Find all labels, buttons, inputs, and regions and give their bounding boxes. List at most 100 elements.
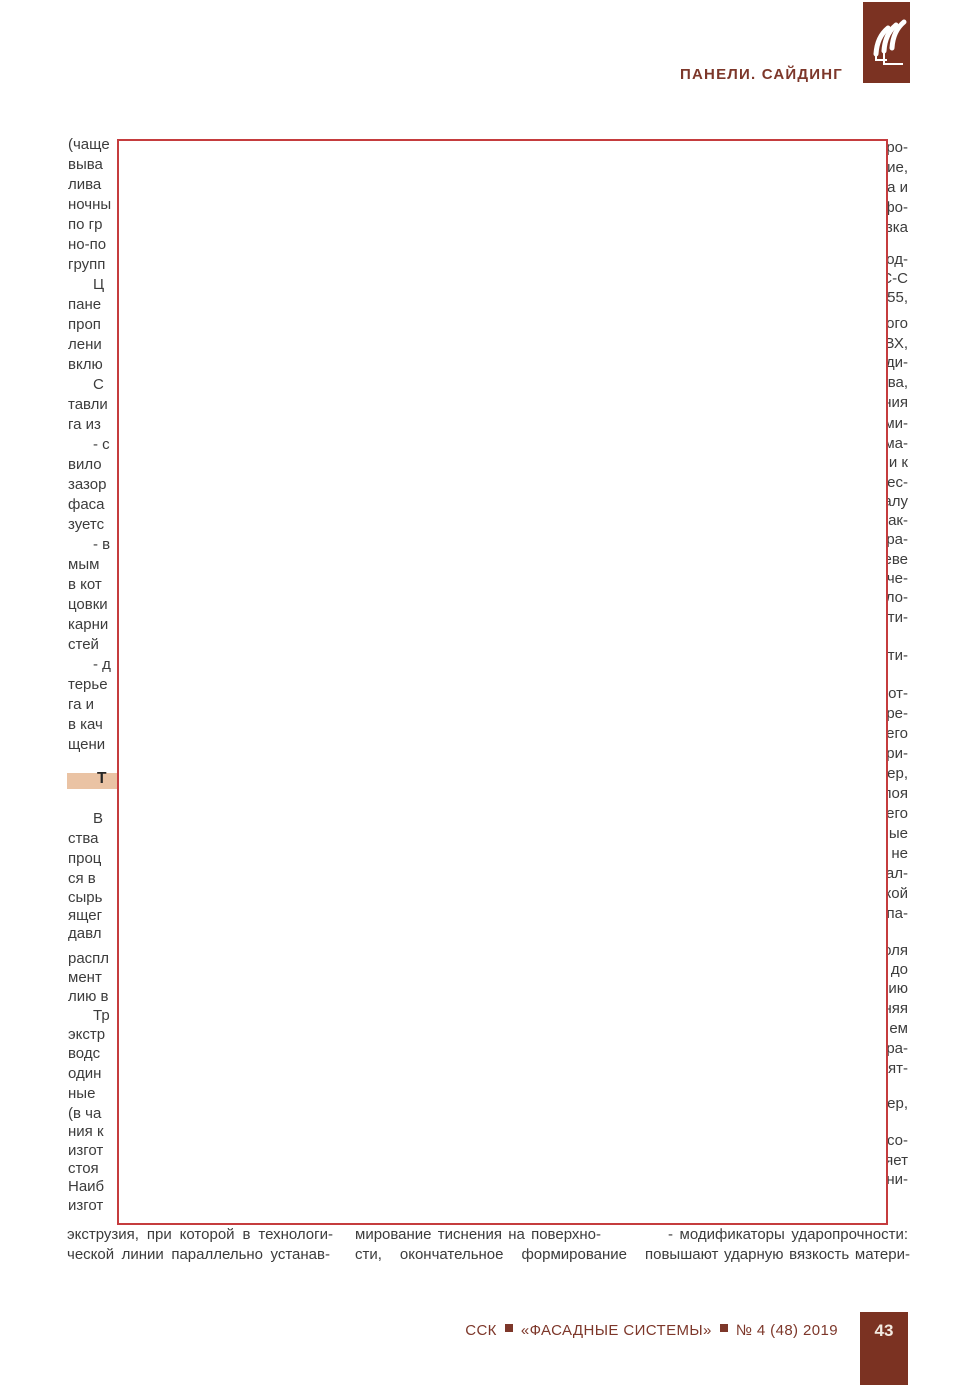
text-fragment: няя <box>883 1000 908 1017</box>
text-fragment: ва, <box>887 374 908 391</box>
text-fragment: мент <box>68 969 102 986</box>
text-fragment: до <box>890 961 908 978</box>
text-fragment: ер, <box>887 1095 908 1112</box>
text-fragment: ди- <box>885 354 908 371</box>
text-fragment: (чаще <box>68 136 110 153</box>
text-fragment: изгот <box>68 1142 104 1159</box>
text-fragment: - д <box>93 656 111 673</box>
text-fragment: со- <box>886 1132 908 1149</box>
text-fragment: стей <box>68 636 99 653</box>
text-fragment: ре- <box>886 705 908 722</box>
text-fragment: мым <box>68 556 100 573</box>
text-fragment: ночны <box>68 196 112 213</box>
text-fragment: стоя <box>68 1160 99 1177</box>
text-fragment: вило <box>68 456 102 473</box>
brand-logo <box>863 2 910 83</box>
text-fragment: (в ча <box>68 1105 102 1122</box>
footer-journal: «ФАСАДНЫЕ СИСТЕМЫ» <box>520 1322 712 1339</box>
text-fragment: по гр <box>68 216 103 233</box>
text-fragment: кой <box>884 885 908 902</box>
text-fragment: но-по <box>68 236 107 253</box>
text-fragment: С <box>93 376 104 393</box>
footer-issue: № 4 (48) 2019 <box>735 1322 838 1339</box>
text-fragment: ак- <box>888 512 908 529</box>
text-fragment: - с <box>93 436 110 453</box>
footer-imprint: ССК «ФАСАДНЫЕ СИСТЕМЫ» № 4 (48) 2019 <box>465 1322 838 1339</box>
text-fragment: цовки <box>68 596 108 613</box>
text-fragment: ства <box>68 830 99 847</box>
text-fragment: и к <box>888 454 908 471</box>
text-fragment: фаса <box>68 496 105 513</box>
text-fragment: ные <box>68 1085 96 1102</box>
text-fragment: щени <box>68 736 106 753</box>
text-fragment: ния к <box>68 1123 104 1140</box>
text-fragment: ие, <box>887 159 908 176</box>
text-fragment: алу <box>883 493 908 510</box>
text-fragment: га и <box>68 696 95 713</box>
text-fragment: еве <box>883 551 909 568</box>
square-bullet-icon <box>719 1324 728 1332</box>
text-fragment: в кач <box>68 716 103 733</box>
text-fragment: ло- <box>885 589 908 606</box>
text-fragment: а и <box>887 179 908 196</box>
text-fragment: ра- <box>886 531 908 548</box>
text-fragment: ые <box>888 825 908 842</box>
text-fragment: повышают ударную вязкость матери- <box>645 1246 910 1263</box>
text-fragment: - в <box>93 536 111 553</box>
text-fragment: распл <box>68 950 110 967</box>
text-fragment: экструзия, при которой в технологи- <box>67 1226 333 1243</box>
text-fragment: карни <box>68 616 109 633</box>
text-fragment: лени <box>68 336 102 353</box>
text-fragment: ти- <box>887 647 908 664</box>
text-fragment: проц <box>68 850 102 867</box>
redaction-overlay-box <box>117 139 888 1225</box>
page-section-title: ПАНЕЛИ. САЙДИНГ <box>680 66 843 83</box>
text-fragment: водс <box>68 1045 101 1062</box>
text-fragment: сырь <box>68 889 103 906</box>
text-fragment: давл <box>68 925 102 942</box>
text-fragment: ого <box>886 315 908 332</box>
text-fragment: его <box>886 725 908 742</box>
text-fragment: па- <box>886 905 908 922</box>
section-heading-highlight <box>67 773 118 789</box>
text-fragment: ни- <box>886 1171 908 1188</box>
text-fragment: че- <box>886 570 908 587</box>
text-fragment: один <box>68 1065 102 1082</box>
text-fragment: ящег <box>68 907 103 924</box>
text-fragment: ем <box>889 1020 908 1037</box>
text-fragment: ию <box>888 980 908 997</box>
section-heading-fragment: Т <box>97 770 107 787</box>
page-number: 43 <box>874 1321 894 1340</box>
text-fragment: га из <box>68 416 101 433</box>
text-fragment: В <box>93 810 104 827</box>
text-fragment: не <box>891 845 908 862</box>
text-fragment: зка <box>885 219 908 236</box>
text-fragment: зазор <box>68 476 107 493</box>
text-fragment: проп <box>68 316 101 333</box>
text-fragment: ми- <box>884 415 908 432</box>
text-fragment: тавли <box>68 396 108 413</box>
text-fragment: ния <box>883 394 908 411</box>
text-fragment: ро- <box>886 139 908 156</box>
text-fragment: лию в <box>68 988 109 1005</box>
text-fragment: в кот <box>68 576 102 593</box>
text-fragment: ся в <box>68 870 96 887</box>
text-fragment: ра- <box>886 1040 908 1057</box>
text-fragment: экстр <box>68 1026 106 1043</box>
brand-logo-icon <box>873 19 907 65</box>
text-fragment: ти- <box>887 609 908 626</box>
square-bullet-icon <box>504 1324 513 1332</box>
text-fragment: ма- <box>884 435 908 452</box>
text-fragment: оля <box>883 942 908 959</box>
text-fragment: вклю <box>68 356 103 373</box>
text-fragment: сти, окончательное формирование <box>355 1246 627 1263</box>
text-fragment: ри- <box>886 745 908 762</box>
text-fragment: мирование тиснения на поверхно- <box>355 1226 601 1243</box>
page-number-box: 43 <box>860 1312 908 1385</box>
text-fragment: Тр <box>93 1007 110 1024</box>
text-fragment: от- <box>888 685 908 702</box>
text-fragment: изгот <box>68 1197 104 1214</box>
text-fragment: 55, <box>887 289 908 306</box>
text-fragment: - модификаторы ударопрочности: <box>668 1226 908 1243</box>
